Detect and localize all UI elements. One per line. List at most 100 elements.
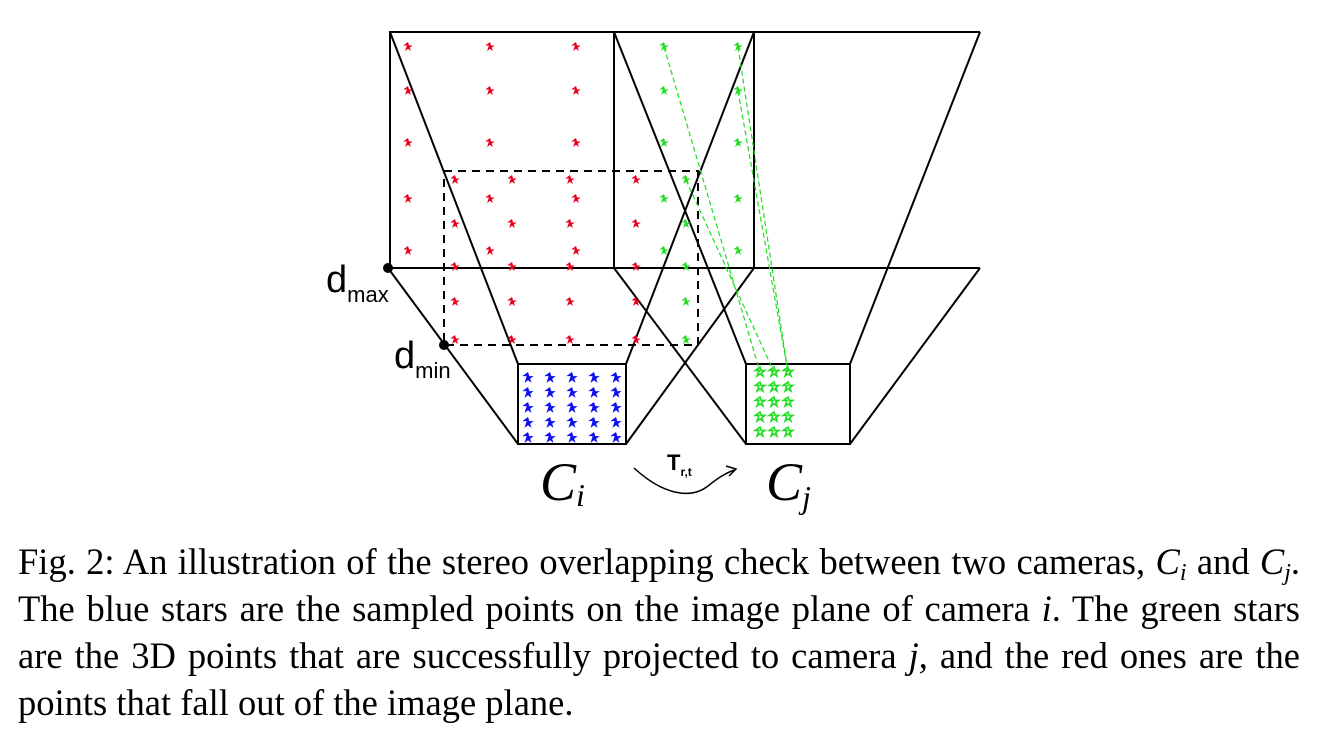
curved-arrow-icon <box>633 467 735 494</box>
depth-range-dashed-box <box>443 170 699 346</box>
red-star-icon <box>485 138 495 148</box>
blue-star-icon <box>588 432 600 443</box>
red-star-icon <box>485 86 495 96</box>
camera-i-frustum-box <box>389 31 615 269</box>
blue-star-icon <box>522 372 534 383</box>
red-star-icon <box>507 262 517 272</box>
camera-j-image-plane <box>745 363 851 445</box>
caption-cam-j: Cj <box>1259 541 1291 586</box>
camera-j-left-ray <box>613 31 747 365</box>
camera-i-right-lower-ray <box>625 267 755 445</box>
d-max-marker <box>383 263 393 273</box>
blue-star-icon <box>544 417 556 428</box>
projected-star-icon <box>783 382 793 391</box>
projected-star-icon <box>769 427 779 436</box>
green-star-group <box>659 42 743 345</box>
red-star-icon <box>450 175 460 185</box>
caption-text-2: . The blue stars are the sampled points … <box>18 541 1300 629</box>
blue-star-icon <box>522 387 534 398</box>
blue-star-icon <box>566 402 578 413</box>
green-star-icon <box>681 297 691 307</box>
blue-star-icon <box>566 432 578 443</box>
projection-ray <box>737 46 789 373</box>
projection-rays <box>663 46 789 373</box>
camera-i-label: Ci <box>540 452 585 513</box>
blue-star-icon <box>544 387 556 398</box>
blue-star-icon <box>610 402 622 413</box>
projected-star-icon <box>769 397 779 406</box>
camera-j-label: Cj <box>766 452 811 515</box>
blue-star-icon <box>566 387 578 398</box>
red-star-icon <box>450 335 460 345</box>
green-star-icon <box>659 42 669 52</box>
red-star-icon <box>565 262 575 272</box>
camera-i-image-plane <box>517 363 627 445</box>
blue-star-icon <box>522 417 534 428</box>
blue-star-icon <box>544 402 556 413</box>
red-star-icon <box>631 262 641 272</box>
red-star-icon <box>565 297 575 307</box>
projected-star-icon <box>769 382 779 391</box>
red-star-icon <box>450 297 460 307</box>
red-star-icon <box>571 42 581 52</box>
projected-star-icon <box>783 427 793 436</box>
stereo-overlap-diagram: dmax dmin Ci Cj Tr,t <box>326 31 981 515</box>
camera-i-left-ray <box>389 31 519 365</box>
camera-j-left-lower-ray <box>613 267 747 445</box>
d-min-marker <box>439 340 449 350</box>
blue-star-icon <box>610 372 622 383</box>
diagram-canvas: dmax dmin Ci Cj Tr,t <box>326 31 981 515</box>
projected-star-icon <box>783 397 793 406</box>
projected-star-icon <box>769 412 779 421</box>
red-star-icon <box>450 219 460 229</box>
caption-text-1: An illustration of the stereo overlappin… <box>122 541 1146 582</box>
red-star-icon <box>403 194 413 204</box>
green-star-icon <box>681 262 691 272</box>
projected-star-icon <box>755 427 765 436</box>
red-star-icon <box>631 219 641 229</box>
red-star-icon <box>565 335 575 345</box>
red-star-icon <box>565 219 575 229</box>
green-star-icon <box>659 138 669 148</box>
projected-star-icon <box>783 412 793 421</box>
camera-i-left-lower-ray <box>387 267 519 445</box>
red-star-icon <box>631 335 641 345</box>
blue-star-icon <box>610 387 622 398</box>
red-star-icon <box>571 86 581 96</box>
red-star-icon <box>507 297 517 307</box>
red-star-icon <box>507 175 517 185</box>
projected-star-icon <box>755 397 765 406</box>
red-star-icon <box>485 42 495 52</box>
red-star-icon <box>403 42 413 52</box>
green-star-icon <box>659 246 669 256</box>
red-star-icon <box>565 175 575 185</box>
arrow-head-icon <box>725 465 738 477</box>
caption-cam-i: Ci <box>1155 541 1187 586</box>
projected-star-icon <box>755 382 765 391</box>
green-star-icon <box>659 86 669 96</box>
green-star-icon <box>659 194 669 204</box>
red-star-icon <box>571 194 581 204</box>
caption-text-3: . The green stars are the 3D points that… <box>18 588 1300 676</box>
green-star-icon <box>733 246 743 256</box>
camera-i-right-ray <box>625 31 755 365</box>
red-star-icon <box>571 246 581 256</box>
figure-caption: Fig. 2: An illustration of the stereo ov… <box>18 538 1300 726</box>
projected-star-group <box>755 367 793 436</box>
caption-var-j: j <box>908 635 919 676</box>
projected-star-icon <box>755 412 765 421</box>
projection-ray <box>663 46 761 373</box>
blue-star-icon <box>610 417 622 428</box>
red-star-icon <box>403 246 413 256</box>
blue-star-icon <box>610 432 622 443</box>
projection-ray <box>685 179 775 373</box>
camera-j-frustum-box <box>613 31 755 269</box>
blue-star-icon <box>588 387 600 398</box>
camera-j-right-ray <box>849 31 981 365</box>
blue-star-icon <box>566 372 578 383</box>
red-star-icon <box>571 138 581 148</box>
blue-star-icon <box>588 372 600 383</box>
caption-and: and <box>1196 541 1250 582</box>
green-star-icon <box>733 138 743 148</box>
red-star-group <box>403 42 641 345</box>
